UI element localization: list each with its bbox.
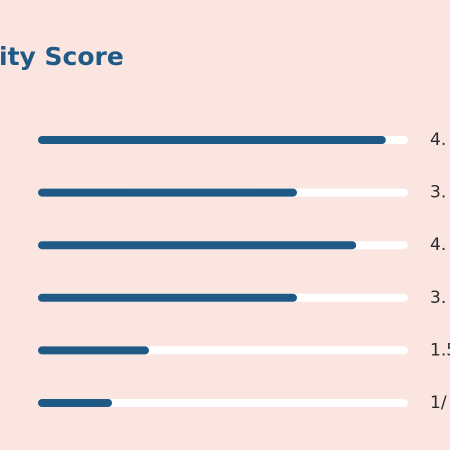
score-label: 3.	[430, 288, 446, 308]
bar-fill	[38, 188, 297, 197]
score-label: 1/	[430, 393, 447, 413]
bar-fill	[38, 399, 112, 407]
bar-fill	[38, 136, 386, 144]
bar-fill	[38, 241, 357, 250]
score-label: 3.	[430, 183, 446, 203]
bar-track	[38, 399, 408, 407]
panel-title: ity Score	[0, 42, 124, 71]
score-label: 4.	[430, 235, 446, 255]
score-label: 1.5	[430, 340, 450, 360]
bar-fill	[38, 346, 149, 355]
score-label: 4.	[430, 130, 446, 150]
bar-fill	[38, 293, 297, 302]
